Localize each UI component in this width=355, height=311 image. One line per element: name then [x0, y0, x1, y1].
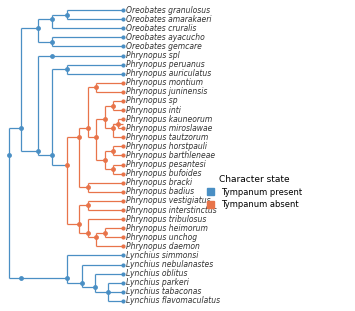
- Text: Phrynopus bufoides: Phrynopus bufoides: [126, 169, 202, 178]
- Text: Phrynopus auriculatus: Phrynopus auriculatus: [126, 69, 212, 78]
- Text: Phrynopus kauneorum: Phrynopus kauneorum: [126, 115, 213, 124]
- Text: Lynchius tabaconas: Lynchius tabaconas: [126, 287, 202, 296]
- Text: Phrynopus horstpauli: Phrynopus horstpauli: [126, 142, 207, 151]
- Text: Lynchius nebulanastes: Lynchius nebulanastes: [126, 260, 214, 269]
- Text: Oreobates granulosus: Oreobates granulosus: [126, 6, 211, 15]
- Text: Lynchius simmonsi: Lynchius simmonsi: [126, 251, 199, 260]
- Text: Lynchius parkeri: Lynchius parkeri: [126, 278, 189, 287]
- Text: Lynchius oblitus: Lynchius oblitus: [126, 269, 188, 278]
- Text: Phrynopus sp: Phrynopus sp: [126, 96, 178, 105]
- Text: Phrynopus bracki: Phrynopus bracki: [126, 178, 192, 187]
- Text: Phrynopus miroslawae: Phrynopus miroslawae: [126, 124, 213, 133]
- Text: Phrynopus badius: Phrynopus badius: [126, 187, 195, 196]
- Text: Phrynopus montium: Phrynopus montium: [126, 78, 203, 87]
- Text: Phrynopus unchog: Phrynopus unchog: [126, 233, 197, 242]
- Text: Phrynopus barthleneae: Phrynopus barthleneae: [126, 151, 215, 160]
- Text: Phrynopus interstinctus: Phrynopus interstinctus: [126, 206, 217, 215]
- Text: Phrynopus juninensis: Phrynopus juninensis: [126, 87, 208, 96]
- Text: Phrynopus inti: Phrynopus inti: [126, 105, 181, 114]
- Text: Phrynopus tribulosus: Phrynopus tribulosus: [126, 215, 207, 224]
- Text: Phrynopus peruanus: Phrynopus peruanus: [126, 60, 205, 69]
- Text: Phrynopus tautzorum: Phrynopus tautzorum: [126, 133, 209, 142]
- Text: Phrynopus heimorum: Phrynopus heimorum: [126, 224, 208, 233]
- Text: Oreobates amarakaeri: Oreobates amarakaeri: [126, 15, 212, 24]
- Text: Lynchius flavomaculatus: Lynchius flavomaculatus: [126, 296, 220, 305]
- Text: Phrynopus pesantesi: Phrynopus pesantesi: [126, 160, 206, 169]
- Text: Oreobates gemcare: Oreobates gemcare: [126, 42, 202, 51]
- Text: Oreobates cruralis: Oreobates cruralis: [126, 24, 197, 33]
- Text: Phrynopus spl: Phrynopus spl: [126, 51, 180, 60]
- Legend: Tympanum present, Tympanum absent: Tympanum present, Tympanum absent: [203, 172, 305, 212]
- Text: Phrynopus daemon: Phrynopus daemon: [126, 242, 200, 251]
- Text: Phrynopus vestigiatus: Phrynopus vestigiatus: [126, 197, 211, 206]
- Text: Oreobates ayacucho: Oreobates ayacucho: [126, 33, 205, 42]
